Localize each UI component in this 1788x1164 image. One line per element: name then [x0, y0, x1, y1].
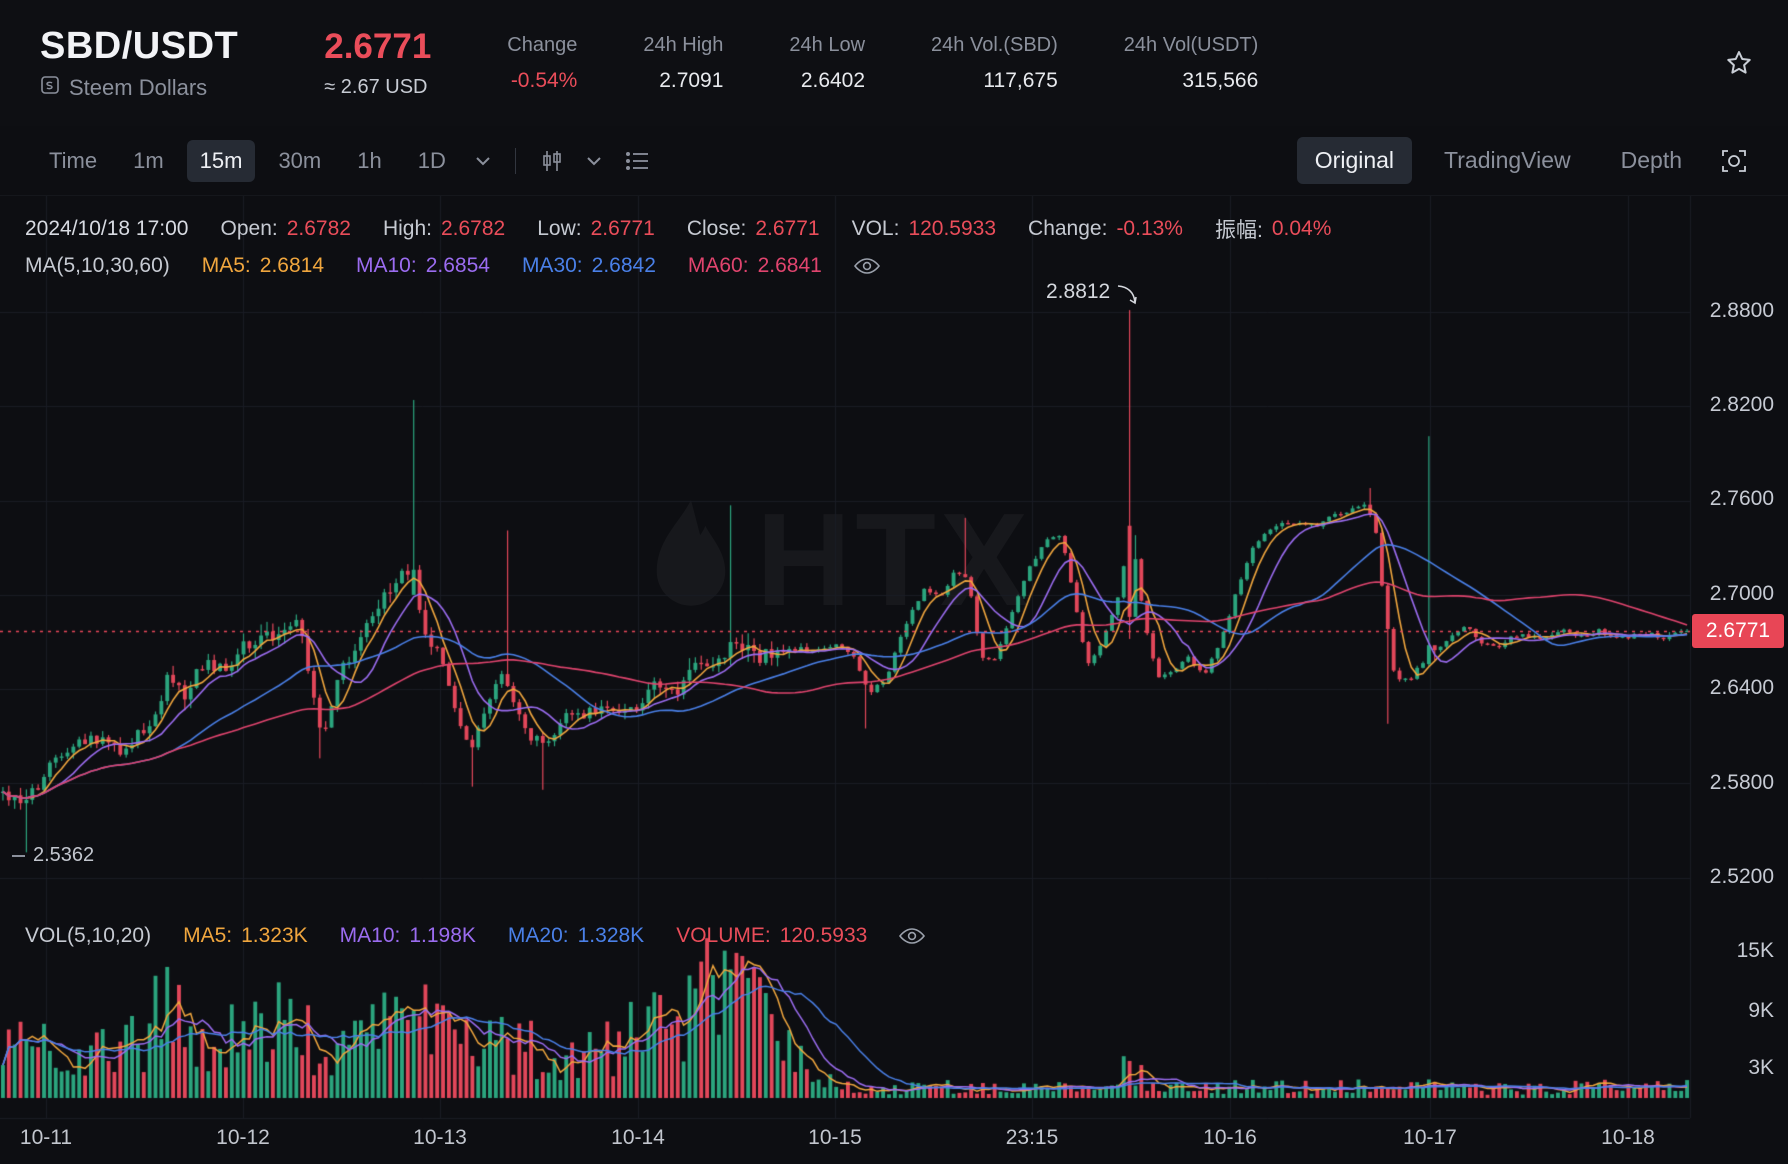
stat-vol-usdt: 24h Vol(USDT) 315,566: [1124, 34, 1259, 93]
volume-tick: 9K: [1748, 999, 1774, 1022]
annotation-arrow-icon: [1118, 285, 1138, 305]
ma-info-row: MA(5,10,30,60) MA5: 2.6814 MA10: 2.6854 MA…: [25, 254, 880, 278]
stat-value: 2.6402: [800, 68, 866, 92]
price-tick: 2.5800: [1709, 771, 1774, 794]
vol-current-value: VOLUME: 120.5933: [676, 924, 868, 947]
volume-info-row: VOL(5,10,20) MA5: 1.323K MA10: 1.198K MA20…: [25, 924, 926, 948]
ma10-value: MA10: 2.6854: [356, 254, 490, 277]
stat-value: 117,675: [983, 68, 1058, 92]
ma-title: MA(5,10,30,60): [25, 254, 170, 277]
price-tick: 2.8200: [1709, 393, 1774, 416]
price-block: 2.6771 ≈ 2.67 USD: [324, 27, 431, 99]
time-button[interactable]: Time: [49, 147, 98, 173]
ohlc-open: Open: 2.6782: [220, 217, 351, 240]
interval-1h[interactable]: 1h: [357, 147, 382, 173]
toolbar-divider: [514, 147, 516, 174]
header: SBD/USDT Steem Dollars 2.6771 ≈ 2.67 USD…: [0, 0, 1788, 126]
stat-label: 24h Vol(USDT): [1123, 33, 1259, 56]
interval-dropdown-chevron-icon[interactable]: [469, 156, 497, 166]
time-tick: 10-14: [611, 1126, 665, 1149]
ma5-value: MA5: 2.6814: [201, 254, 324, 277]
ma60-value: MA60: 2.6841: [687, 254, 822, 277]
vol-title: VOL(5,10,20): [25, 924, 152, 947]
last-price: 2.6771: [324, 27, 432, 66]
favorite-star-icon[interactable]: [1724, 48, 1754, 78]
ma-visibility-eye-icon[interactable]: [853, 257, 880, 275]
candle-style-icon[interactable]: [534, 149, 570, 173]
chart-region: HTX 2024/10/18 17:00 Open:2.6782 High:2.…: [0, 196, 1788, 1164]
stat-value: 2.7091: [659, 68, 724, 92]
view-tab-original[interactable]: Original: [1296, 137, 1413, 184]
price-tick: 2.7000: [1709, 582, 1774, 605]
ohlc-datetime: 2024/10/18 17:00: [25, 217, 189, 240]
time-tick: 23:15: [1005, 1126, 1059, 1149]
indicators-icon[interactable]: [618, 150, 656, 172]
time-tick: 10-17: [1403, 1126, 1457, 1149]
candle-style-chevron-icon[interactable]: [580, 156, 608, 166]
ma30-value: MA30: 2.6842: [521, 254, 656, 277]
view-tab-depth[interactable]: Depth: [1620, 147, 1682, 173]
visible-low-value: 2.5362: [33, 844, 95, 866]
chart-toolbar: Time 1m 15m 30m 1h 1D Original TradingVi…: [0, 126, 1788, 196]
session-high-annotation: 2.8812: [1046, 280, 1142, 306]
volume-tick: 15K: [1736, 939, 1774, 962]
stat-24h-low: 24h Low 2.6402: [789, 34, 865, 93]
interval-1m[interactable]: 1m: [133, 147, 164, 173]
low-marker-tick: [12, 854, 25, 857]
stat-label: Change: [507, 33, 578, 56]
time-tick: 10-16: [1203, 1126, 1257, 1149]
time-tick: 10-18: [1601, 1126, 1655, 1149]
ohlc-change: Change: -0.13%: [1028, 217, 1183, 240]
view-switcher: Original TradingView Depth: [1296, 137, 1754, 184]
ohlc-low: Low: 2.6771: [537, 217, 655, 240]
time-tick: 10-15: [808, 1126, 862, 1149]
current-price-badge: 2.6771: [1692, 614, 1784, 648]
volume-tick: 3K: [1748, 1056, 1774, 1079]
stat-value: 315,566: [1182, 68, 1259, 92]
stat-value: -0.54%: [510, 68, 578, 92]
session-high-value: 2.8812: [1046, 280, 1111, 303]
ohlc-close: Close: 2.6771: [686, 217, 820, 240]
stat-label: 24h Vol.(SBD): [931, 33, 1058, 56]
volume-visibility-eye-icon[interactable]: [899, 927, 926, 945]
fiat-price: ≈ 2.67 USD: [324, 76, 428, 98]
visible-low-marker: 2.5362: [12, 844, 94, 867]
price-tick: 2.8800: [1709, 299, 1774, 322]
vol-ma10-value: MA10: 1.198K: [339, 924, 476, 947]
candlestick-chart-canvas[interactable]: [0, 196, 1788, 1164]
stat-24h-high: 24h High 2.7091: [643, 34, 723, 93]
stat-vol-sbd: 24h Vol.(SBD) 117,675: [931, 34, 1058, 93]
ohlc-info-row: 2024/10/18 17:00 Open: 2.6782 High: 2.6782…: [25, 214, 1331, 244]
screenshot-camera-icon[interactable]: [1714, 147, 1754, 175]
time-tick: 10-11: [19, 1126, 73, 1149]
vol-ma20-value: MA20: 1.328K: [507, 924, 645, 947]
price-tick: 2.5200: [1709, 865, 1774, 888]
ohlc-volume: VOL: 120.5933: [851, 217, 997, 240]
interval-15m[interactable]: 15m: [186, 139, 256, 182]
steem-coin-icon: [40, 75, 60, 101]
time-tick: 10-12: [216, 1126, 270, 1149]
stat-label: 24h Low: [789, 33, 866, 56]
ohlc-high: High: 2.6782: [382, 217, 506, 240]
stat-label: 24h High: [643, 33, 724, 56]
interval-30m[interactable]: 30m: [278, 147, 322, 173]
price-tick: 2.7600: [1709, 487, 1774, 510]
price-tick: 2.6400: [1709, 676, 1774, 699]
pair-title: SBD/USDT: [40, 25, 239, 67]
stat-change: Change -0.54%: [507, 34, 577, 93]
coin-name: Steem Dollars: [69, 75, 208, 100]
view-tab-tradingview[interactable]: TradingView: [1444, 147, 1571, 173]
vol-ma5-value: MA5: 1.323K: [183, 924, 308, 947]
stats-row: Change -0.54% 24h High 2.7091 24h Low 2.…: [507, 34, 1258, 93]
time-tick: 10-13: [413, 1126, 467, 1149]
interval-1d[interactable]: 1D: [417, 147, 446, 173]
pair-block: SBD/USDT Steem Dollars: [40, 25, 238, 101]
ohlc-amplitude: 振幅: 0.04%: [1214, 217, 1332, 242]
